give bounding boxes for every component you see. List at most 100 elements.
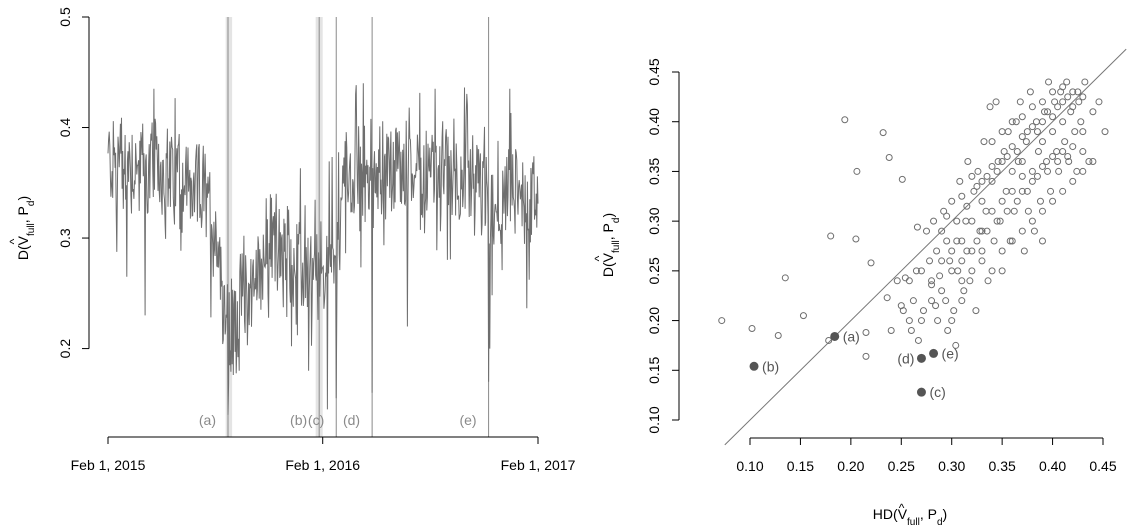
data-point: [1013, 148, 1021, 156]
data-point: [1018, 157, 1026, 165]
data-point: [968, 172, 976, 180]
x-axis-title: HD(Vfull, Pd): [873, 506, 947, 528]
data-point: [1061, 138, 1069, 146]
data-point: [1054, 157, 1062, 165]
data-point: [983, 172, 991, 180]
data-point: [1049, 153, 1057, 161]
data-point: [883, 294, 891, 302]
data-point: [885, 154, 893, 162]
data-point: [1018, 172, 1026, 180]
data-point: [1079, 148, 1087, 156]
data-point: [998, 157, 1006, 165]
data-point: [748, 325, 756, 333]
data-point: [998, 128, 1006, 136]
data-point: [1008, 237, 1016, 245]
data-point: [1008, 187, 1016, 195]
label-part: d: [611, 218, 622, 224]
data-point: [1089, 157, 1097, 165]
data-point: [978, 177, 986, 185]
label-part: ): [600, 213, 616, 218]
y-tick-label: 0.35: [646, 158, 662, 185]
label-part: , P: [15, 206, 31, 223]
data-point: [943, 212, 951, 220]
data-point: [993, 167, 1001, 175]
y-tick-label: 0.45: [646, 58, 662, 85]
data-point: [1081, 78, 1089, 86]
data-point: [893, 277, 901, 285]
data-point: [950, 307, 958, 315]
data-point: [968, 247, 976, 255]
data-point: [980, 138, 988, 146]
data-point: [954, 267, 962, 275]
data-point: [996, 217, 1004, 225]
data-point: [1049, 128, 1057, 136]
data-point: [1038, 138, 1046, 146]
scatter-points: [718, 78, 1109, 360]
data-point: [1064, 153, 1072, 161]
data-point: [1085, 157, 1093, 165]
data-point: [928, 297, 936, 305]
data-point: [1069, 143, 1077, 151]
highlight-point: [830, 331, 840, 341]
data-point: [1036, 197, 1044, 205]
data-point: [1047, 187, 1055, 195]
label-part: ): [943, 506, 948, 522]
data-point: [946, 257, 954, 265]
data-point: [1079, 128, 1087, 136]
data-point: [948, 317, 956, 325]
data-point: [867, 259, 875, 267]
data-point: [841, 116, 849, 124]
data-point: [1008, 143, 1016, 151]
event-lines: (a) (b) (c) (d) (e): [199, 17, 490, 437]
x-tick-label: 0.30: [938, 458, 965, 474]
data-point: [1038, 98, 1046, 106]
data-point: [1043, 157, 1051, 165]
data-point: [992, 98, 1000, 106]
data-point: [1026, 88, 1034, 96]
data-point: [1069, 103, 1077, 111]
data-point: [933, 247, 941, 255]
x-tick-label: 0.10: [736, 458, 763, 474]
data-point: [1033, 128, 1041, 136]
data-point: [944, 327, 952, 335]
x-tick-label: 0.35: [989, 458, 1016, 474]
data-point: [1028, 103, 1036, 111]
data-point: [1008, 167, 1016, 175]
data-point: [919, 307, 927, 315]
data-point: [909, 297, 917, 305]
data-point: [940, 207, 948, 215]
data-point: [898, 175, 906, 183]
y-axis-label: D(Vfull, Pd)^: [7, 196, 37, 260]
data-point: [1071, 128, 1079, 136]
shaded-period: [225, 17, 233, 437]
data-point: [1044, 108, 1052, 116]
series-path: [107, 83, 539, 415]
data-point: [781, 274, 789, 282]
data-point: [963, 202, 971, 210]
data-point: [956, 177, 964, 185]
label-part: , P: [600, 223, 616, 240]
data-point: [978, 247, 986, 255]
x-axis-label: HD(Vfull, Pd)^: [873, 501, 947, 528]
label-part: HD(: [873, 506, 898, 522]
data-point: [953, 217, 961, 225]
data-point: [1018, 187, 1026, 195]
data-point: [926, 257, 934, 265]
data-point: [970, 187, 978, 195]
data-point: [1023, 187, 1031, 195]
data-point: [973, 237, 981, 245]
data-point: [988, 267, 996, 275]
data-point: [1089, 108, 1097, 116]
data-point: [1041, 108, 1049, 116]
data-point: [1004, 128, 1012, 136]
data-point: [938, 257, 946, 265]
data-point: [953, 237, 961, 245]
event-label: (d): [343, 412, 360, 428]
label-part: d: [26, 201, 37, 207]
data-point: [1028, 177, 1036, 185]
data-point: [998, 267, 1006, 275]
x-tick-label: 0.15: [787, 458, 814, 474]
label-part: , P: [920, 506, 937, 522]
data-point: [988, 162, 996, 170]
data-point: [774, 331, 782, 339]
